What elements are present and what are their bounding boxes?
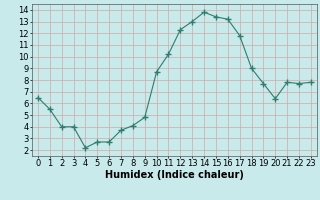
X-axis label: Humidex (Indice chaleur): Humidex (Indice chaleur) [105,170,244,180]
